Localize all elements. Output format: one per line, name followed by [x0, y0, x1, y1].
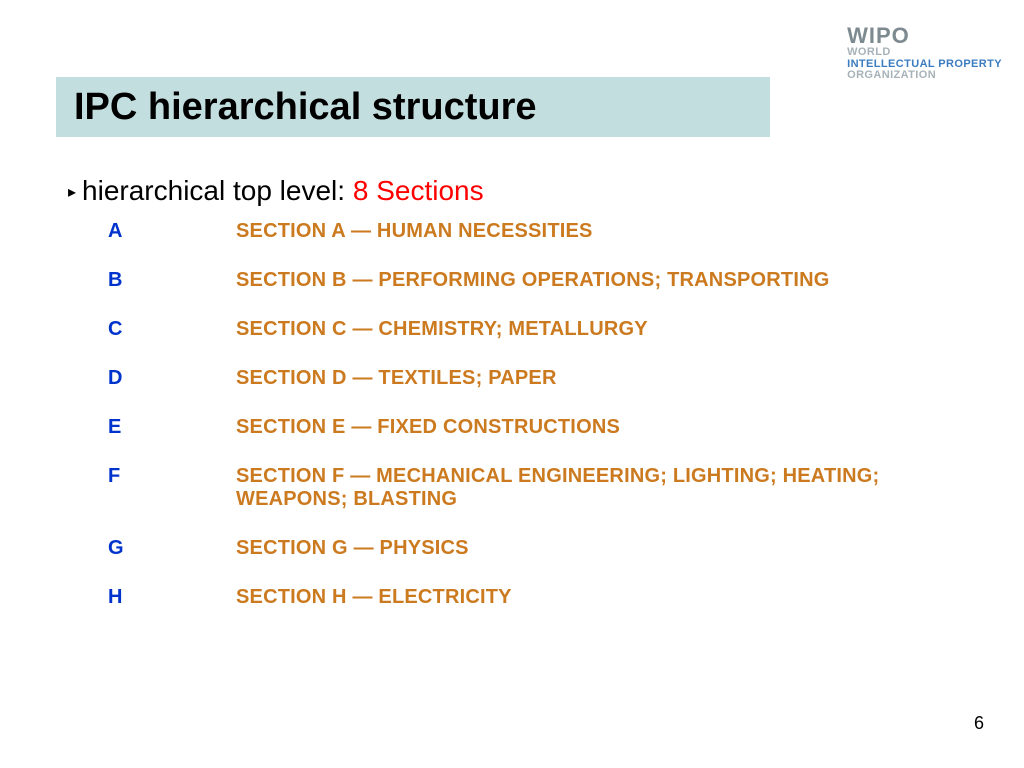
- section-desc: SECTION F — MECHANICAL ENGINEERING; LIGH…: [236, 465, 888, 511]
- section-desc: SECTION C — CHEMISTRY; METALLURGY: [236, 318, 888, 341]
- section-code: A: [108, 220, 236, 243]
- section-desc: SECTION A — HUMAN NECESSITIES: [236, 220, 888, 243]
- slide-container: WIPO WORLD INTELLECTUAL PROPERTY ORGANIZ…: [0, 0, 1024, 768]
- table-row: G SECTION G — PHYSICS: [108, 537, 888, 560]
- section-code: H: [108, 586, 236, 609]
- table-row: H SECTION H — ELECTRICITY: [108, 586, 888, 609]
- intro-text: hierarchical top level: 8 Sections: [82, 175, 484, 207]
- intro-line: ▸ hierarchical top level: 8 Sections: [68, 175, 484, 207]
- table-row: C SECTION C — CHEMISTRY; METALLURGY: [108, 318, 888, 341]
- section-code: G: [108, 537, 236, 560]
- section-code: C: [108, 318, 236, 341]
- wipo-logo: WIPO WORLD INTELLECTUAL PROPERTY ORGANIZ…: [847, 24, 1002, 82]
- sections-table: A SECTION A — HUMAN NECESSITIES B SECTIO…: [108, 220, 888, 635]
- table-row: E SECTION E — FIXED CONSTRUCTIONS: [108, 416, 888, 439]
- title-bar: IPC hierarchical structure: [56, 77, 770, 137]
- page-number: 6: [974, 713, 984, 734]
- logo-brand: WIPO: [847, 24, 1002, 47]
- section-code: D: [108, 367, 236, 390]
- intro-highlight: 8 Sections: [353, 175, 484, 206]
- table-row: B SECTION B — PERFORMING OPERATIONS; TRA…: [108, 269, 888, 292]
- table-row: D SECTION D — TEXTILES; PAPER: [108, 367, 888, 390]
- logo-line-3: ORGANIZATION: [847, 70, 1002, 82]
- section-desc: SECTION D — TEXTILES; PAPER: [236, 367, 888, 390]
- section-desc: SECTION H — ELECTRICITY: [236, 586, 888, 609]
- logo-line-1: WORLD: [847, 47, 1002, 59]
- intro-prefix: hierarchical top level:: [82, 175, 353, 206]
- table-row: A SECTION A — HUMAN NECESSITIES: [108, 220, 888, 243]
- page-title: IPC hierarchical structure: [74, 86, 537, 129]
- section-code: E: [108, 416, 236, 439]
- section-desc: SECTION E — FIXED CONSTRUCTIONS: [236, 416, 888, 439]
- section-code: B: [108, 269, 236, 292]
- table-row: F SECTION F — MECHANICAL ENGINEERING; LI…: [108, 465, 888, 511]
- section-code: F: [108, 465, 236, 488]
- section-desc: SECTION G — PHYSICS: [236, 537, 888, 560]
- section-desc: SECTION B — PERFORMING OPERATIONS; TRANS…: [236, 269, 888, 292]
- triangle-bullet-icon: ▸: [68, 182, 76, 202]
